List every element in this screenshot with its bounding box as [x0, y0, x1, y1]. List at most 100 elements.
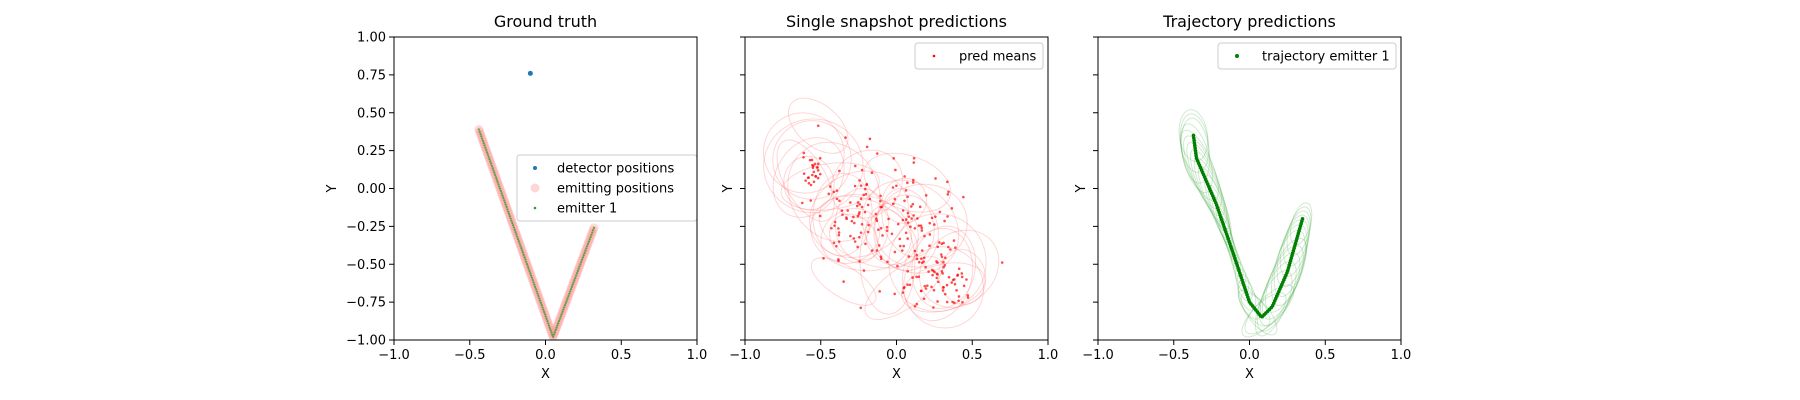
uncertainty-ellipse: [901, 262, 986, 313]
uncertainty-ellipse: [780, 162, 880, 211]
emitter-1-point: [556, 324, 559, 327]
pred-mean-point: [859, 306, 863, 310]
pred-mean-point: [879, 226, 883, 230]
pred-mean-point: [828, 185, 832, 188]
pred-mean-point: [838, 199, 841, 203]
pred-mean-point: [868, 197, 872, 201]
pred-mean-point: [863, 187, 867, 191]
pred-mean-point: [965, 278, 968, 281]
emitter-1-point: [489, 162, 493, 165]
emitter-1-point: [557, 319, 561, 323]
pred-mean-point: [891, 202, 895, 206]
trajectory-panel: Trajectory predictions −1.0 −0.5 0.0 0.5 1.0 X…: [1074, 12, 1411, 382]
pred-mean-point: [814, 174, 817, 178]
pred-mean-point: [818, 172, 822, 176]
emitter-1-point: [547, 324, 551, 327]
emitter-1-point: [519, 244, 522, 247]
pred-mean-point: [947, 190, 950, 194]
pred-mean-point: [912, 156, 916, 160]
pred-mean-point: [934, 177, 937, 180]
emitter-1-point: [510, 219, 513, 222]
pred-mean-point: [919, 289, 923, 293]
pred-mean-point: [879, 199, 882, 203]
emitter-1-point: [544, 315, 547, 318]
pred-mean-point: [960, 275, 964, 279]
pred-mean-point: [947, 275, 951, 279]
pred-mean-point: [859, 184, 863, 187]
emitter-1-point: [485, 151, 489, 154]
pred-mean-point: [938, 241, 941, 244]
emitter-1-point: [568, 292, 571, 295]
detector-position-point: [527, 70, 533, 76]
emitter-1-point: [525, 260, 528, 263]
emitter-1-point: [538, 299, 542, 302]
pred-mean-point: [942, 260, 945, 264]
pred-mean-point: [856, 201, 860, 204]
emitter-1-point: [589, 235, 592, 239]
uncertainty-ellipse: [783, 155, 835, 211]
emitter-1-point: [505, 205, 508, 209]
pred-mean-point: [946, 215, 949, 218]
pred-mean-point: [904, 218, 908, 221]
pred-mean-point: [910, 217, 913, 220]
pred-mean-point: [837, 233, 841, 237]
x-tick-label: −0.5: [805, 348, 837, 363]
pred-mean-point: [966, 296, 970, 299]
emitter-1-point: [516, 235, 519, 238]
emitter-1-point: [552, 333, 556, 336]
uncertainty-ellipse: [809, 170, 909, 258]
pred-mean-point: [911, 202, 915, 206]
uncertainty-ellipse: [882, 177, 927, 224]
pred-mean-point: [837, 240, 841, 243]
emitter-1-point: [534, 288, 538, 291]
single-snapshot-panel: Single snapshot predictions −1.0 −0.5 0.0 0.…: [721, 12, 1058, 382]
emitter-1-point: [521, 251, 525, 254]
pred-mean-point: [870, 171, 874, 175]
pred-mean-point: [942, 241, 945, 245]
emitter-1-point: [534, 285, 537, 288]
emitter-1-point: [575, 272, 579, 275]
pred-mean-point: [887, 217, 890, 221]
emitter-1-point: [514, 231, 517, 234]
emitter-1-point: [584, 249, 587, 252]
pred-mean-point: [833, 224, 836, 227]
pred-mean-point: [906, 283, 909, 287]
pred-mean-point: [943, 263, 947, 267]
pred-mean-point: [894, 168, 897, 172]
plot-area: [1178, 109, 1313, 338]
uncertainty-ellipse: [810, 257, 877, 306]
pred-mean-point: [933, 223, 936, 226]
emitter-1-point: [570, 285, 573, 288]
y-tick-label: 0.25: [357, 144, 386, 159]
emitter-1-point: [498, 187, 502, 190]
emitter-1-point: [498, 185, 501, 188]
pred-mean-point: [902, 286, 906, 290]
pred-mean-point: [912, 161, 916, 164]
pred-mean-point: [816, 169, 820, 172]
emitter-1-point: [550, 331, 553, 334]
pred-mean-point: [859, 231, 863, 234]
pred-mean-point: [849, 201, 852, 204]
emitter-1-point: [513, 228, 516, 231]
pred-mean-point: [1000, 261, 1004, 264]
uncertainty-ellipse: [911, 225, 976, 309]
pred-mean-point: [865, 145, 869, 149]
pred-mean-point: [920, 229, 924, 232]
pred-mean-point: [930, 285, 933, 289]
uncertainty-ellipse: [864, 256, 943, 321]
pred-mean-point: [886, 260, 889, 264]
pred-mean-point: [950, 207, 954, 210]
emitter-1-point: [551, 333, 554, 336]
pred-mean-point: [880, 205, 883, 209]
x-tick-label: 0.5: [611, 348, 632, 363]
emitter-1-point: [533, 283, 536, 286]
uncertainty-ellipse: [863, 152, 952, 213]
pred-mean-point: [830, 226, 833, 230]
pred-mean-point: [866, 203, 870, 207]
emitter-1-point: [499, 189, 502, 193]
pred-mean-point: [844, 136, 847, 139]
emitter-1-point: [558, 317, 562, 320]
pred-mean-point: [879, 255, 883, 258]
emitter-1-point: [503, 201, 507, 204]
emitter-1-point: [591, 231, 594, 234]
